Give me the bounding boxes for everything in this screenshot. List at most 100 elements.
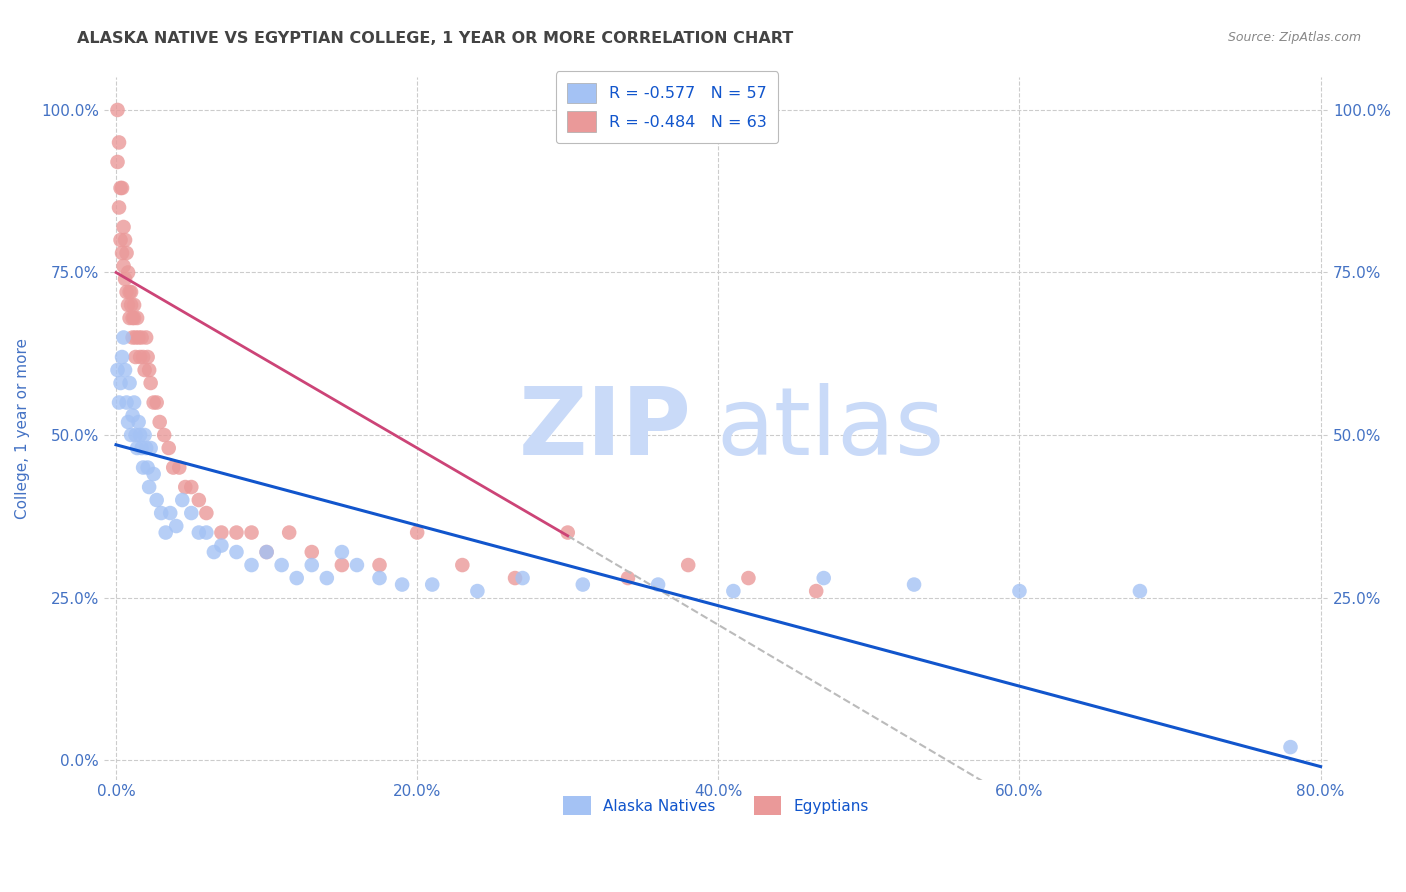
Point <box>122 310 145 325</box>
Point <box>135 441 157 455</box>
Point <box>110 233 132 247</box>
Point <box>225 545 247 559</box>
Point <box>167 460 190 475</box>
Point <box>180 506 202 520</box>
Point <box>129 350 152 364</box>
Point <box>139 441 162 455</box>
Point <box>225 525 247 540</box>
Point <box>315 571 337 585</box>
Legend: Alaska Natives, Egyptians: Alaska Natives, Egyptians <box>554 787 877 824</box>
Point <box>240 558 263 572</box>
Point <box>136 350 159 364</box>
Point <box>120 285 142 299</box>
Point <box>118 310 141 325</box>
Point <box>209 525 232 540</box>
Point <box>131 441 153 455</box>
Point <box>142 467 165 481</box>
Point <box>1279 740 1302 755</box>
Point <box>138 363 160 377</box>
Point <box>330 558 353 572</box>
Y-axis label: College, 1 year or more: College, 1 year or more <box>15 338 30 519</box>
Point <box>139 376 162 390</box>
Point <box>149 415 172 429</box>
Point <box>676 558 699 572</box>
Point <box>112 330 135 344</box>
Point <box>162 460 184 475</box>
Point <box>138 480 160 494</box>
Point <box>121 409 143 423</box>
Point <box>195 506 218 520</box>
Point <box>115 285 138 299</box>
Point <box>118 376 141 390</box>
Point <box>285 571 308 585</box>
Point <box>159 506 181 520</box>
Point <box>132 460 155 475</box>
Point <box>503 571 526 585</box>
Point <box>187 525 209 540</box>
Point <box>301 545 323 559</box>
Point <box>110 181 132 195</box>
Point <box>145 395 167 409</box>
Point <box>122 298 145 312</box>
Point <box>114 272 136 286</box>
Point <box>111 246 134 260</box>
Point <box>117 415 139 429</box>
Point <box>129 428 152 442</box>
Point <box>111 181 134 195</box>
Point <box>278 525 301 540</box>
Point <box>124 350 146 364</box>
Point <box>115 246 138 260</box>
Point <box>330 545 353 559</box>
Point <box>165 519 187 533</box>
Point <box>187 493 209 508</box>
Point <box>121 330 143 344</box>
Point <box>135 330 157 344</box>
Point <box>134 363 156 377</box>
Text: ZIP: ZIP <box>519 383 692 475</box>
Point <box>346 558 368 572</box>
Point <box>127 441 149 455</box>
Point <box>145 493 167 508</box>
Point <box>121 310 143 325</box>
Point <box>202 545 225 559</box>
Point <box>647 577 669 591</box>
Point <box>557 525 579 540</box>
Point <box>127 310 149 325</box>
Point <box>134 428 156 442</box>
Point <box>155 525 177 540</box>
Point <box>107 363 129 377</box>
Point <box>256 545 278 559</box>
Point <box>150 506 173 520</box>
Point <box>107 103 129 117</box>
Point <box>112 259 135 273</box>
Point <box>110 376 132 390</box>
Point <box>142 395 165 409</box>
Point <box>209 539 232 553</box>
Point <box>128 330 150 344</box>
Point <box>172 493 194 508</box>
Point <box>406 525 429 540</box>
Point <box>111 350 134 364</box>
Point <box>118 285 141 299</box>
Point <box>114 363 136 377</box>
Point <box>723 584 745 599</box>
Point <box>117 265 139 279</box>
Point <box>368 571 391 585</box>
Point <box>737 571 759 585</box>
Text: ALASKA NATIVE VS EGYPTIAN COLLEGE, 1 YEAR OR MORE CORRELATION CHART: ALASKA NATIVE VS EGYPTIAN COLLEGE, 1 YEA… <box>77 31 793 46</box>
Point <box>112 219 135 234</box>
Point <box>391 577 413 591</box>
Point <box>122 395 145 409</box>
Point <box>108 136 131 150</box>
Point <box>617 571 640 585</box>
Point <box>108 395 131 409</box>
Point <box>420 577 443 591</box>
Point <box>1008 584 1031 599</box>
Point <box>114 233 136 247</box>
Point <box>120 298 142 312</box>
Text: Source: ZipAtlas.com: Source: ZipAtlas.com <box>1227 31 1361 45</box>
Point <box>1129 584 1152 599</box>
Point <box>136 460 159 475</box>
Point <box>240 525 263 540</box>
Point <box>115 395 138 409</box>
